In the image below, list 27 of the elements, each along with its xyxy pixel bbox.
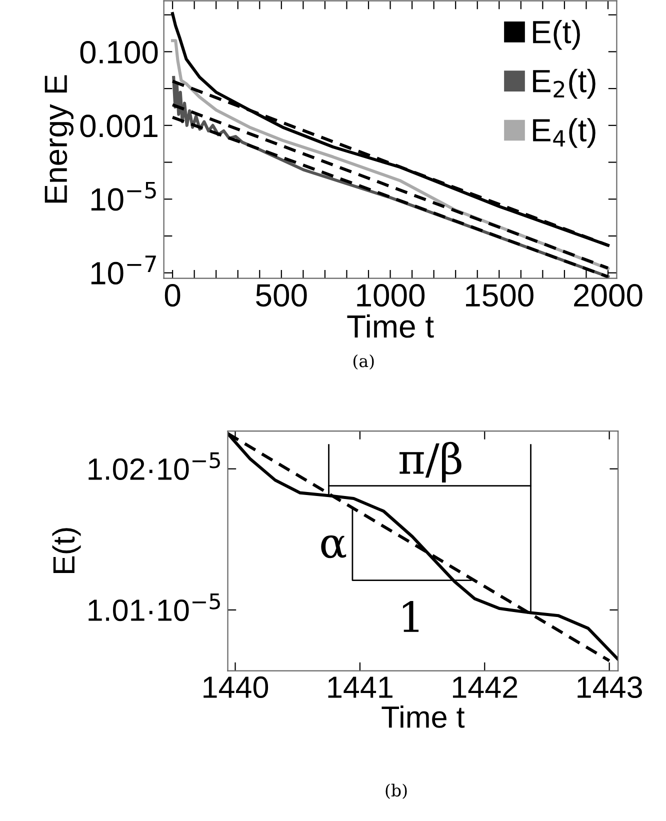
y-axis-title: Energy E [44,75,74,203]
text: (a) [353,354,374,370]
x-tick-label: 500 [256,284,307,307]
x-tick-label: 1442 [452,676,518,698]
x-tick-label: 0 [164,284,180,307]
legend-label: E$_{2}$(t) [533,68,596,99]
legend-label: E$_{4}$(t) [533,118,596,148]
legend-label: E(t) [533,20,580,50]
annotation: π/β [399,442,462,482]
y-tick-label: 10$^{−7}$ [91,256,156,285]
y-tick-label: 1.01·10$^{−5}$ [88,594,220,622]
y-axis-title: E(t) [52,528,81,573]
x-axis-title: Time t [347,314,434,338]
y-tick-label: 10$^{−5}$ [91,182,156,211]
x-tick-label: 1443 [578,676,642,698]
x-tick-label: 1440 [204,676,268,698]
annotation: α [321,535,346,558]
x-tick-label: 1000 [357,284,425,307]
y-tick-label: 1.02·10$^{−5}$ [88,452,220,480]
x-tick-label: 2000 [574,284,642,307]
x-tick-label: 1500 [466,284,534,307]
x-tick-label: 1441 [328,676,392,698]
y-tick-label: 0.100 [80,40,158,64]
y-tick-label: 0.001 [80,114,158,138]
x-axis-title: Time t [382,705,465,728]
annotation: 1 [403,600,419,632]
text: (b) [386,784,407,799]
